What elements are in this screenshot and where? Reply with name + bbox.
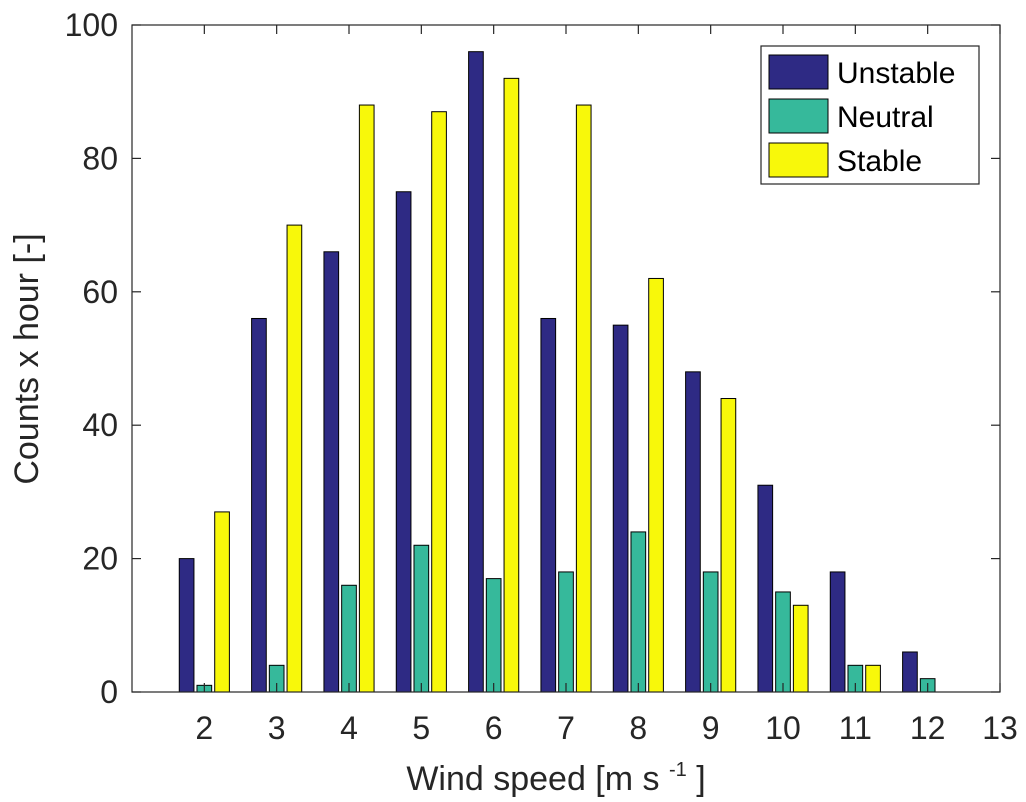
legend-label-stable: Stable	[837, 145, 922, 178]
y-tick-label-60: 60	[82, 274, 118, 310]
x-tick-label-8: 8	[629, 710, 647, 746]
bar-stable-11	[865, 664, 881, 693]
bar-stable-2	[214, 511, 230, 693]
y-axis-title: Counts x hour [-]	[8, 233, 46, 484]
bar-unstable-10	[757, 484, 774, 693]
legend-label-neutral: Neutral	[837, 101, 934, 134]
bar-unstable-5	[395, 191, 412, 693]
x-tick-label-10: 10	[765, 710, 801, 746]
y-tick-label-100: 100	[65, 7, 118, 43]
bar-unstable-11	[829, 571, 846, 693]
bar-neutral-7	[558, 571, 574, 693]
bar-stable-4	[358, 104, 375, 693]
x-tick-label-12: 12	[910, 710, 946, 746]
bar-stable-8	[648, 277, 664, 693]
bar-unstable-3	[251, 317, 267, 693]
bar-stable-5	[431, 111, 447, 693]
y-tick-label-0: 0	[100, 674, 118, 710]
legend-swatch-stable	[768, 142, 829, 178]
bars-layer	[178, 51, 936, 693]
x-tick-label-13: 13	[982, 710, 1018, 746]
bar-neutral-10	[775, 591, 791, 693]
x-axis-title-superscript: -1	[669, 759, 687, 781]
bar-unstable-4	[323, 251, 340, 693]
x-axis-title-suffix: ]	[696, 760, 705, 798]
x-tick-label-9: 9	[702, 710, 720, 746]
bar-neutral-5	[413, 544, 430, 693]
x-axis-title-main: Wind speed [m s	[406, 760, 659, 798]
bar-stable-10	[792, 604, 809, 693]
bar-stable-9	[720, 398, 737, 693]
bar-unstable-9	[685, 371, 701, 693]
x-tick-label-4: 4	[340, 710, 358, 746]
bar-unstable-2	[178, 558, 195, 693]
bar-stable-3	[286, 224, 303, 693]
legend-label-unstable: Unstable	[837, 57, 955, 90]
legend-swatch-unstable	[768, 54, 829, 90]
legend: Unstable Neutral Stable	[760, 45, 980, 185]
y-tick-label-40: 40	[82, 407, 118, 443]
legend-swatch-neutral	[768, 98, 829, 134]
bar-neutral-9	[702, 571, 719, 693]
bar-neutral-6	[485, 578, 502, 693]
bar-stable-6	[503, 77, 520, 693]
x-tick-label-3: 3	[268, 710, 286, 746]
x-tick-label-7: 7	[557, 710, 575, 746]
x-axis-title: Wind speed [m s -1 ]	[406, 746, 705, 798]
y-tick-label-20: 20	[82, 541, 118, 577]
bar-unstable-6	[468, 51, 484, 693]
ticks-layer: 2 3 4 5 6 7 8 9 10 11 12 13 0 20 40 60 80 100	[65, 7, 1018, 746]
x-tick-label-5: 5	[412, 710, 430, 746]
x-tick-label-11: 11	[839, 710, 872, 746]
bar-stable-7	[575, 104, 592, 693]
x-tick-label-2: 2	[195, 710, 213, 746]
bar-unstable-12	[902, 651, 918, 693]
bar-unstable-8	[612, 324, 629, 693]
y-tick-label-80: 80	[82, 140, 118, 176]
bar-unstable-7	[540, 317, 557, 693]
bar-neutral-4	[341, 584, 357, 693]
x-tick-label-6: 6	[485, 710, 503, 746]
bar-neutral-8	[630, 531, 647, 693]
